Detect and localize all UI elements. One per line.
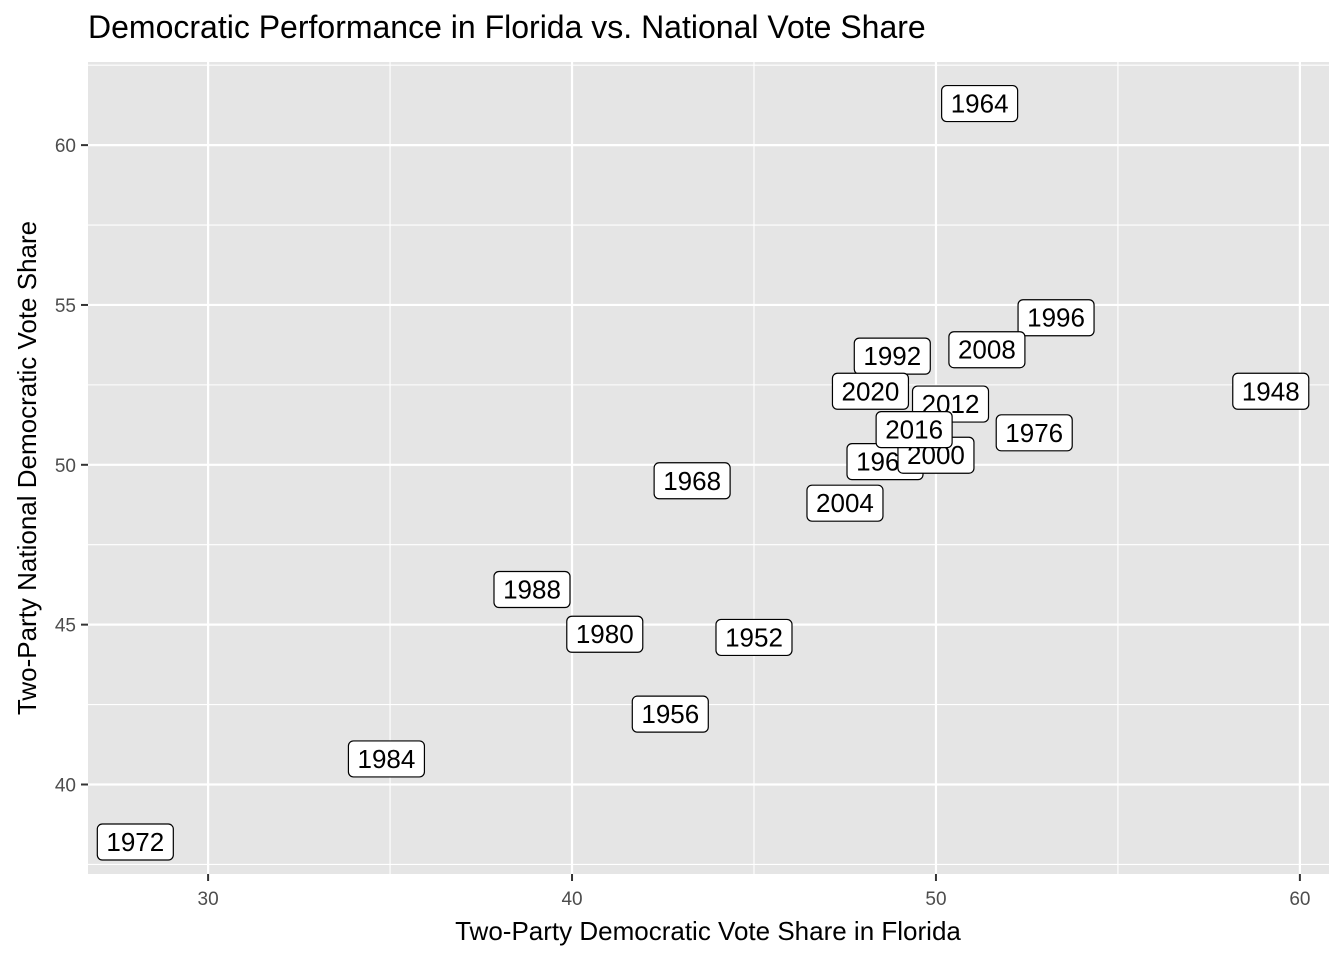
point-label-text: 1952: [725, 622, 783, 652]
point-label-text: 1964: [951, 89, 1009, 119]
point-label-text: 2016: [885, 415, 943, 445]
y-tick-label: 45: [55, 616, 76, 637]
point-label-box: [941, 84, 1019, 123]
point-label-box: [493, 570, 571, 609]
point-label: 1952: [715, 618, 793, 657]
point-label-text: 1988: [503, 574, 561, 604]
point-label: 2004: [806, 484, 884, 522]
y-tick-label: 40: [55, 775, 76, 796]
point-label-text: 1992: [863, 341, 921, 371]
point-label-box: [653, 462, 731, 500]
point-label: 1948: [1232, 372, 1310, 410]
point-label-text: 1976: [1005, 418, 1063, 448]
point-label-text: 2004: [816, 488, 874, 518]
point-label-box: [875, 411, 953, 449]
grid-lines: [88, 62, 1329, 874]
point-label-text: 1968: [663, 466, 721, 496]
point-label-box: [1017, 299, 1095, 337]
point-label: 1980: [566, 615, 644, 653]
point-label: 1964: [941, 84, 1019, 123]
point-label: 1988: [493, 570, 571, 609]
point-label: 1976: [995, 414, 1073, 452]
y-axis-title: Two-Party National Democratic Vote Share: [12, 221, 42, 715]
point-label: 1956: [631, 695, 709, 733]
y-tick-label: 50: [55, 456, 76, 477]
point-label: 1996: [1017, 299, 1095, 337]
point-label-box: [831, 372, 910, 410]
point-label-box: [806, 484, 884, 522]
x-tick-label: 60: [1289, 889, 1310, 910]
point-label-text: 1980: [576, 619, 634, 649]
x-axis-title: Two-Party Democratic Vote Share in Flori…: [455, 916, 961, 946]
point-label: 2008: [948, 331, 1026, 369]
point-label-text: 1956: [641, 699, 699, 729]
point-label: 1984: [347, 740, 426, 778]
x-tick-label: 50: [925, 889, 946, 910]
point-label: 1972: [96, 823, 174, 861]
point-label: 1992: [853, 337, 931, 375]
point-label-text: 1996: [1027, 303, 1085, 333]
point-label-box: [715, 618, 793, 657]
point-label: 2016: [875, 411, 953, 449]
point-label-text: 2020: [842, 376, 900, 406]
point-label-box: [948, 331, 1026, 369]
point-label-box: [631, 695, 709, 733]
y-tick-label: 60: [55, 136, 76, 157]
chart-title: Democratic Performance in Florida vs. Na…: [88, 9, 926, 45]
point-label-text: 2008: [958, 335, 1016, 365]
point-label-box: [995, 414, 1073, 452]
point-label: 2020: [831, 372, 910, 410]
y-tick-label: 55: [55, 296, 76, 317]
x-tick-label: 40: [561, 889, 582, 910]
point-label-text: 1948: [1242, 376, 1300, 406]
y-axis: 40 45 50 55 60: [55, 136, 88, 796]
point-label-box: [1232, 372, 1310, 410]
point-label-box: [566, 615, 644, 653]
x-tick-label: 30: [198, 889, 219, 910]
point-label: 1968: [653, 462, 731, 500]
x-axis: 30 40 50 60: [198, 874, 1310, 910]
point-label-box: [347, 740, 426, 778]
point-label-text: 1984: [358, 744, 416, 774]
point-label-box: [96, 823, 174, 861]
point-label-text: 1972: [106, 827, 164, 857]
point-labels: 1948195219561960196419681972197619801984…: [96, 84, 1310, 861]
